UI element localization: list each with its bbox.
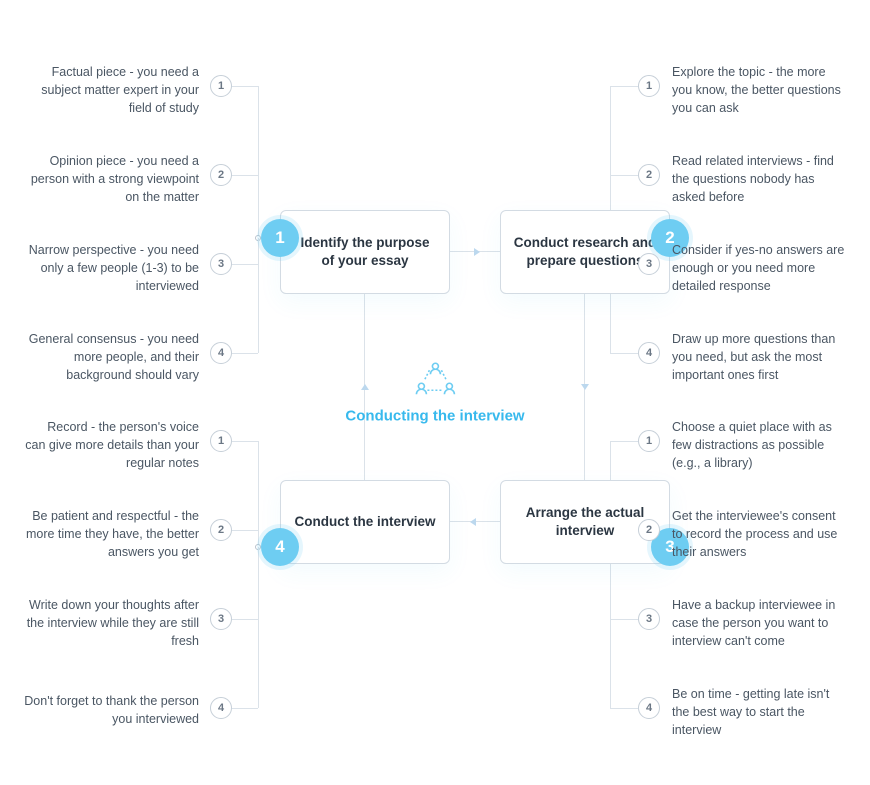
sub-text: Explore the topic - the more you know, t… bbox=[672, 63, 847, 117]
sub-badge: 2 bbox=[210, 164, 232, 186]
center-block: Conducting the interview bbox=[345, 360, 524, 426]
sub-text: Read related interviews - find the quest… bbox=[672, 152, 847, 206]
sub-text: Narrow perspective - you need only a few… bbox=[24, 241, 199, 295]
sub-text: Be patient and respectful - the more tim… bbox=[24, 507, 199, 561]
team-icon bbox=[345, 360, 524, 400]
step-badge-4: 4 bbox=[261, 528, 299, 566]
connector bbox=[258, 441, 259, 547]
connector bbox=[610, 619, 638, 620]
step-box-2: Conduct research and prepare questions bbox=[500, 210, 670, 294]
step-title: Identify the purpose of your essay bbox=[293, 234, 437, 270]
sub-badge: 3 bbox=[210, 608, 232, 630]
connector bbox=[610, 175, 638, 176]
sub-text: General consensus - you need more people… bbox=[24, 330, 199, 384]
diagram-canvas: Conducting the interview Identify the pu… bbox=[0, 0, 870, 785]
sub-badge: 1 bbox=[638, 75, 660, 97]
connector bbox=[232, 708, 258, 709]
flow-arrow bbox=[470, 518, 476, 526]
connector bbox=[610, 708, 638, 709]
sub-text: Factual piece - you need a subject matte… bbox=[24, 63, 199, 117]
sub-text: Record - the person's voice can give mor… bbox=[24, 418, 199, 472]
step-title: Conduct research and prepare questions bbox=[513, 234, 657, 270]
sub-badge: 4 bbox=[210, 342, 232, 364]
sub-badge: 4 bbox=[210, 697, 232, 719]
step-title: Arrange the actual interview bbox=[513, 504, 657, 540]
connector bbox=[232, 441, 258, 442]
connector bbox=[258, 238, 259, 353]
sub-text: Draw up more questions than you need, bu… bbox=[672, 330, 847, 384]
connector bbox=[610, 547, 611, 708]
sub-text: Don't forget to thank the person you int… bbox=[24, 692, 199, 728]
connector bbox=[232, 530, 258, 531]
sub-badge: 1 bbox=[210, 430, 232, 452]
flow-arrow bbox=[581, 384, 589, 390]
sub-badge: 2 bbox=[638, 164, 660, 186]
sub-text: Have a backup interviewee in case the pe… bbox=[672, 596, 847, 650]
sub-badge: 3 bbox=[210, 253, 232, 275]
connector bbox=[232, 86, 258, 87]
sub-badge: 1 bbox=[638, 430, 660, 452]
flow-arrow bbox=[474, 248, 480, 256]
step-title: Conduct the interview bbox=[294, 513, 435, 531]
sub-badge: 4 bbox=[638, 342, 660, 364]
sub-badge: 3 bbox=[638, 253, 660, 275]
connector bbox=[610, 86, 638, 87]
connector bbox=[232, 264, 258, 265]
sub-badge: 3 bbox=[638, 608, 660, 630]
sub-badge: 1 bbox=[210, 75, 232, 97]
sub-badge: 2 bbox=[210, 519, 232, 541]
connector bbox=[258, 86, 259, 238]
step-box-4: Conduct the interview bbox=[280, 480, 450, 564]
sub-text: Choose a quiet place with as few distrac… bbox=[672, 418, 847, 472]
connector bbox=[232, 353, 258, 354]
connector bbox=[258, 547, 259, 708]
step-box-1: Identify the purpose of your essay bbox=[280, 210, 450, 294]
connector bbox=[610, 353, 638, 354]
sub-text: Write down your thoughts after the inter… bbox=[24, 596, 199, 650]
sub-text: Opinion piece - you need a person with a… bbox=[24, 152, 199, 206]
sub-text: Be on time - getting late isn't the best… bbox=[672, 685, 847, 739]
connector bbox=[610, 441, 638, 442]
step-badge-1: 1 bbox=[261, 219, 299, 257]
sub-badge: 2 bbox=[638, 519, 660, 541]
connector bbox=[232, 175, 258, 176]
connector bbox=[232, 619, 258, 620]
center-title: Conducting the interview bbox=[345, 406, 524, 426]
sub-text: Consider if yes-no answers are enough or… bbox=[672, 241, 847, 295]
sub-text: Get the interviewee's consent to record … bbox=[672, 507, 847, 561]
sub-badge: 4 bbox=[638, 697, 660, 719]
